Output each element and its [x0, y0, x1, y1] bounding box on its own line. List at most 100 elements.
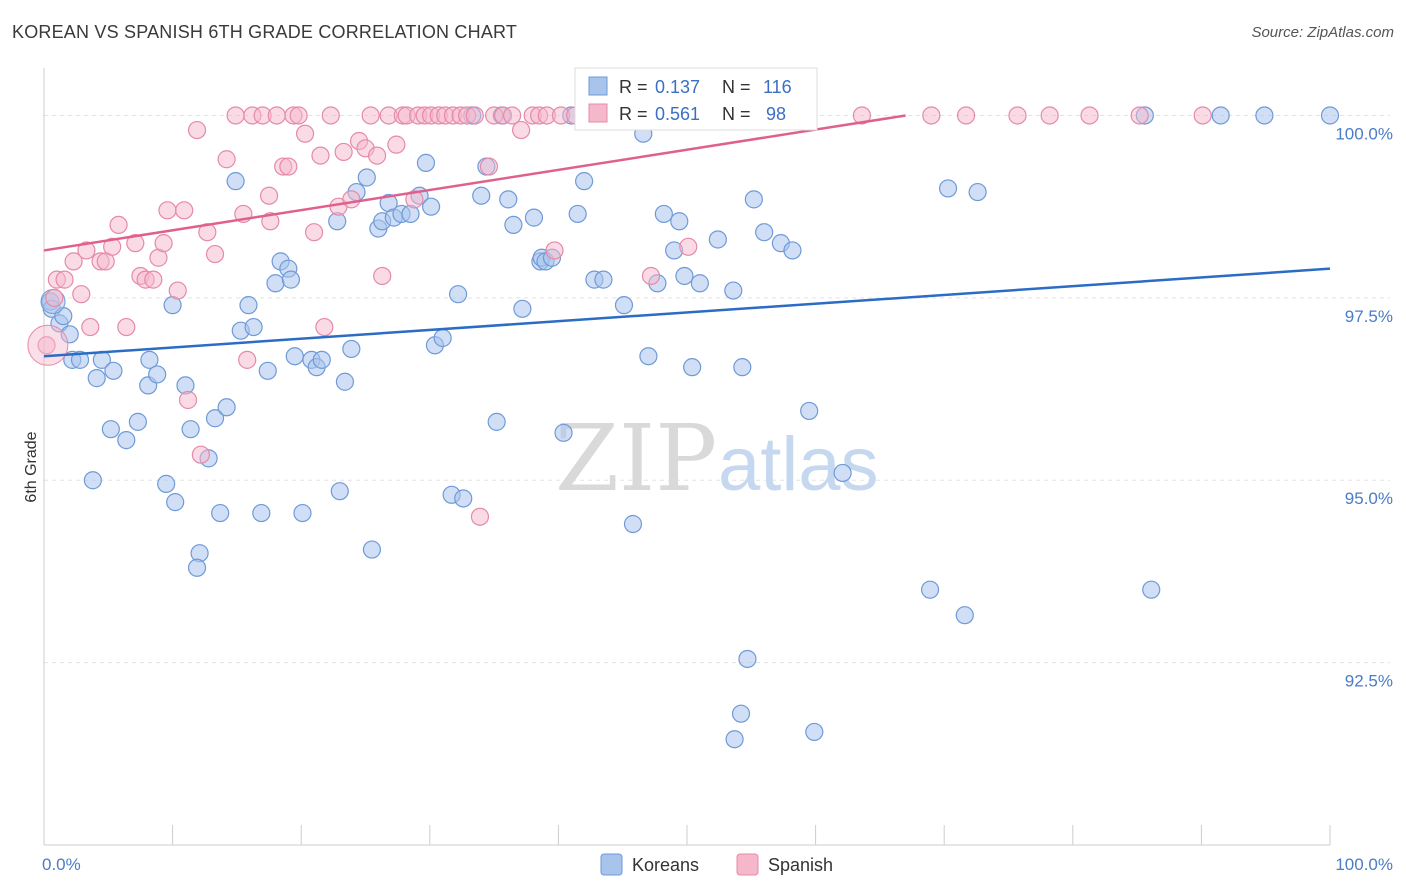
- korean-point-9: [104, 361, 123, 380]
- korean-point-110: [920, 580, 940, 599]
- korean-point-10: [83, 471, 102, 490]
- spanish-point-86: [679, 237, 698, 256]
- korean-point-59: [416, 153, 436, 172]
- spanish-point-94: [1040, 106, 1059, 125]
- spanish-point-91: [922, 106, 941, 125]
- spanish-point-96: [1130, 106, 1149, 125]
- korean-point-92: [683, 358, 702, 377]
- korean-point-114: [1255, 106, 1274, 125]
- korean-point-84: [623, 514, 643, 534]
- korean-point-12: [117, 431, 136, 450]
- korean-point-63: [454, 489, 473, 508]
- spanish-point-51: [367, 146, 387, 165]
- korean-point-77: [554, 423, 573, 442]
- spanish-point-5: [72, 285, 91, 304]
- korean-point-21: [181, 420, 200, 439]
- watermark-atlas: atlas: [718, 422, 879, 507]
- spanish-point-34: [261, 212, 280, 231]
- korean-trendline: [43, 267, 1331, 358]
- y-axis-label: 6th Grade: [23, 431, 40, 502]
- spanish-point-41: [304, 223, 324, 242]
- stats-spanish-n-value: 98: [766, 104, 786, 124]
- spanish-point-93: [1008, 106, 1027, 125]
- korean-point-79: [568, 204, 587, 224]
- spanish-point-50: [361, 106, 380, 125]
- stats-korean-n-label: N =: [722, 77, 751, 97]
- korean-point-91: [675, 266, 694, 286]
- korean-point-99: [725, 730, 744, 749]
- spanish-point-1: [45, 288, 64, 307]
- korean-point-38: [285, 347, 304, 366]
- trendlines: [43, 114, 1331, 358]
- spanish-point-19: [158, 201, 177, 220]
- chart-title: KOREAN VS SPANISH 6TH GRADE CORRELATION …: [12, 22, 518, 42]
- spanish-point-47: [342, 190, 361, 209]
- korean-point-44: [330, 482, 349, 501]
- spanish-point-76: [545, 241, 564, 260]
- korean-point-27: [217, 398, 236, 417]
- korean-point-97: [738, 649, 757, 669]
- korean-point-16: [148, 365, 167, 384]
- spanish-point-95: [1080, 106, 1099, 125]
- stats-korean-r-label: R =: [619, 77, 648, 97]
- korean-point-45: [335, 372, 355, 391]
- gridlines: [44, 114, 1390, 664]
- spanish-point-92: [956, 106, 976, 125]
- korean-point-69: [499, 190, 518, 209]
- korean-point-96: [733, 358, 752, 377]
- stats-spanish-n-label: N =: [722, 104, 751, 124]
- korean-point-71: [513, 299, 532, 318]
- korean-point-62: [448, 285, 468, 304]
- stats-korean-n-value: 116: [763, 77, 792, 97]
- spanish-trendline: [43, 114, 906, 252]
- spanish-point-97: [1193, 106, 1212, 125]
- korean-point-18: [166, 493, 185, 512]
- korean-point-70: [504, 215, 523, 235]
- x-tick-label-1: 100.0%: [1335, 855, 1393, 874]
- korean-point-111: [1142, 580, 1161, 599]
- stats-spanish-r-value: 0.561: [655, 104, 700, 124]
- spanish-point-57: [405, 190, 424, 209]
- korean-point-86: [639, 347, 658, 366]
- legend: Koreans Spanish: [600, 853, 833, 876]
- x-tick-label-0: 0.0%: [42, 855, 81, 874]
- korean-point-37: [281, 270, 301, 289]
- legend-spanish-label: Spanish: [768, 855, 833, 875]
- legend-koreans-swatch: [600, 853, 623, 876]
- stats-spanish-r-label: R =: [619, 104, 648, 124]
- y-tick-labels: 100.0% 97.5% 95.0% 92.5%: [1335, 124, 1393, 690]
- stats-box-frame: [574, 67, 818, 131]
- spanish-point-35: [267, 106, 286, 125]
- korean-point-82: [594, 270, 613, 289]
- korean-point-31: [244, 317, 263, 337]
- korean-point-107: [938, 179, 958, 198]
- korean-point-57: [421, 197, 441, 216]
- korean-point-65: [472, 186, 491, 205]
- korean-point-90: [670, 212, 689, 231]
- korean-point-39: [293, 503, 312, 523]
- y-tick-label-2: 95.0%: [1345, 489, 1393, 508]
- spanish-point-66: [465, 106, 484, 125]
- korean-point-98: [731, 704, 751, 723]
- spanish-point-26: [205, 244, 225, 264]
- y-tick-label-1: 97.5%: [1345, 307, 1393, 326]
- korean-point-46: [342, 339, 361, 359]
- spanish-point-12: [117, 317, 136, 337]
- korean-point-67: [487, 412, 506, 431]
- x-tick-labels: 0.0% 100.0%: [42, 855, 1393, 874]
- korean-point-32: [252, 503, 271, 523]
- spanish-point-40: [295, 124, 315, 143]
- korean-point-83: [614, 296, 634, 315]
- korean-point-15: [140, 350, 159, 369]
- stats-spanish-swatch: [588, 103, 608, 123]
- spanish-point-11: [109, 215, 128, 235]
- spanish-point-44: [321, 106, 340, 125]
- spanish-point-27: [217, 150, 236, 169]
- spanish-point-43: [315, 317, 334, 337]
- korean-point-13: [128, 412, 147, 431]
- korean-point-34: [266, 274, 285, 293]
- korean-point-23: [187, 558, 207, 577]
- korean-point-26: [211, 503, 230, 523]
- spanish-point-68: [479, 157, 499, 176]
